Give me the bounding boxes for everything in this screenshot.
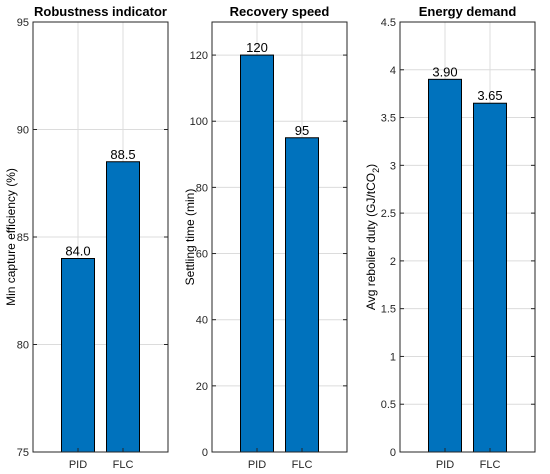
y-tick-label: 120 [190, 50, 208, 62]
y-tick-label: 2.5 [381, 208, 396, 220]
y-tick-label: 40 [196, 315, 208, 327]
y-axis-label-main: Avg reboiler duty (GJ/tCO [364, 173, 378, 310]
x-tick-label: FLC [113, 459, 134, 471]
x-tick-label: PID [248, 459, 266, 471]
x-tick-label: PID [436, 459, 454, 471]
y-tick-label: 20 [196, 381, 208, 393]
bar-flc [106, 161, 140, 453]
bar-pid [428, 78, 462, 453]
y-axis-label-main: Min capture efficiency (%) [4, 168, 18, 306]
y-tick-label: 3 [390, 160, 396, 172]
chart-title: Energy demand [419, 4, 517, 19]
data-label: 88.5 [110, 147, 135, 162]
y-tick-label: 60 [196, 249, 208, 261]
x-tick-label: FLC [292, 459, 313, 471]
y-axis-label-tail: ) [364, 164, 378, 168]
data-label: 84.0 [65, 244, 90, 259]
y-tick-label: 1 [390, 351, 396, 363]
chart-panel-2: 120 95 0 20 40 60 80 100 120 PID FLC Recovery speed… [183, 4, 348, 471]
chart-panel-1: 84.0 88.5 75 80 85 90 95 PID FLC Robustness indic… [4, 4, 169, 471]
axes-box [399, 21, 536, 453]
y-tick-label: 1.5 [381, 304, 396, 316]
y-tick-label: 90 [17, 125, 29, 137]
y-tick-label: 4.5 [381, 17, 396, 29]
data-label: 95 [295, 123, 309, 138]
y-axis-label-subscript: 2 [371, 168, 381, 173]
x-tick-label: FLC [480, 459, 501, 471]
y-tick-label: 3.5 [381, 113, 396, 125]
y-tick-label: 4 [390, 65, 396, 77]
y-tick-label: 100 [190, 116, 208, 128]
data-label: 3.90 [432, 64, 457, 79]
y-tick-label: 80 [17, 340, 29, 352]
y-axis-label: Min capture efficiency (%) [4, 168, 18, 306]
y-tick-label: 0 [390, 447, 396, 459]
y-axis-label-main: Settling time (min) [183, 189, 197, 286]
y-axis-label: Settling time (min) [183, 189, 197, 286]
y-tick-label: 95 [17, 17, 29, 29]
bar-flc [473, 102, 507, 453]
y-tick-label: 75 [17, 447, 29, 459]
chart-title: Robustness indicator [34, 4, 167, 19]
data-label: 3.65 [477, 88, 502, 103]
x-tick-label: PID [69, 459, 87, 471]
axes-box [211, 21, 348, 453]
bar-pid [240, 54, 274, 453]
bar-flc [285, 137, 319, 453]
chart-panel-3: 3.90 3.65 0 0.5 1 1.5 2 2.5 3 3.5 4 4.5 PID FLC Energy… [364, 4, 536, 471]
chart-title: Recovery speed [230, 4, 330, 19]
y-tick-label: 85 [17, 232, 29, 244]
bar-pid [61, 258, 95, 453]
y-tick-label: 0 [202, 447, 208, 459]
y-tick-label: 0.5 [381, 399, 396, 411]
y-tick-label: 2 [390, 256, 396, 268]
y-axis-label: Avg reboiler duty (GJ/tCO2) [364, 164, 381, 310]
data-label: 120 [246, 40, 268, 55]
y-tick-label: 80 [196, 182, 208, 194]
